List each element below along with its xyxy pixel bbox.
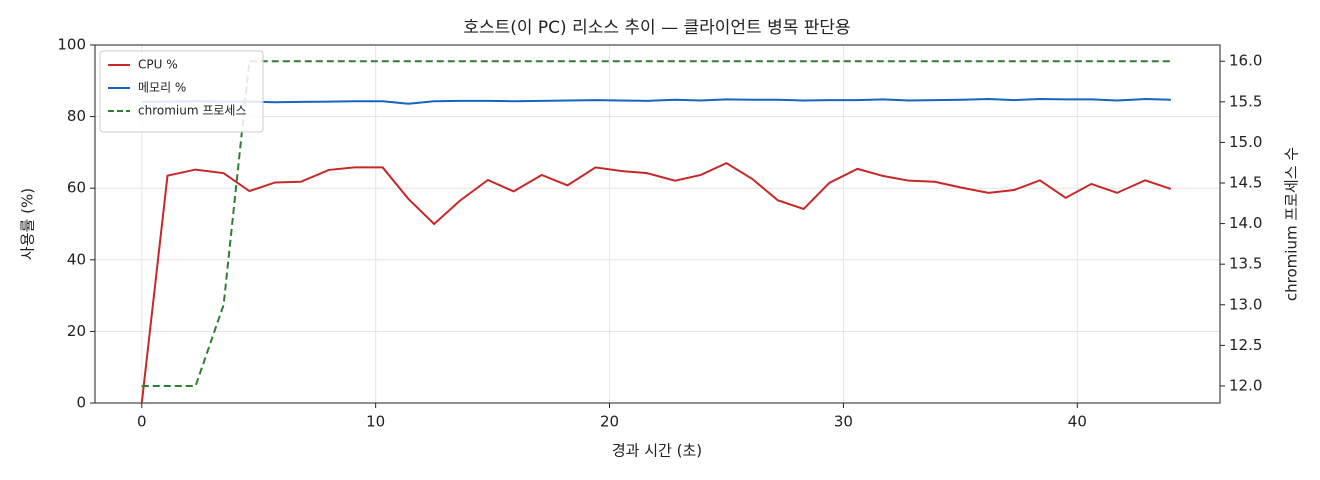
y2-tick-label: 13.0 — [1229, 295, 1262, 313]
y-tick-label: 20 — [67, 322, 86, 340]
x-tick-label: 10 — [366, 413, 385, 431]
y2-tick-label: 15.0 — [1229, 133, 1262, 151]
plot-frame — [94, 44, 1221, 404]
y-tick-label: 60 — [67, 179, 86, 197]
x-axis-label: 경과 시간 (초) — [612, 442, 702, 460]
y2-tick-label: 14.0 — [1229, 214, 1262, 232]
x-tick-label: 0 — [137, 413, 147, 431]
y-tick-label: 80 — [67, 107, 86, 125]
y2-tick-label: 16.0 — [1229, 52, 1262, 70]
y2-tick-label: 13.5 — [1229, 255, 1262, 273]
y2-tick-label: 12.5 — [1229, 336, 1262, 354]
y-tick-label: 40 — [67, 250, 86, 268]
x-tick-label: 40 — [1068, 413, 1087, 431]
y-tick-label: 100 — [57, 36, 86, 54]
legend-label: chromium 프로세스 — [138, 104, 247, 118]
y2-axis-label: chromium 프로세스 수 — [1283, 147, 1301, 301]
y-axis-label: 사용률 (%) — [19, 188, 37, 260]
y2-tick-label: 15.5 — [1229, 92, 1262, 110]
y2-tick-label: 12.0 — [1229, 376, 1262, 394]
legend: CPU % 메모리 % chromium 프로세스 — [99, 50, 264, 133]
series-line — [140, 162, 1172, 404]
series-line — [141, 60, 1171, 387]
legend-box — [99, 50, 264, 133]
y-tick-label: 0 — [76, 394, 86, 412]
y2-tick-label: 14.5 — [1229, 174, 1262, 192]
x-tick-label: 30 — [834, 413, 853, 431]
chart-title: 호스트(이 PC) 리소스 추이 — 클라이언트 병목 판단용 — [463, 18, 850, 38]
legend-label: CPU % — [138, 58, 178, 72]
series-line — [141, 98, 1171, 105]
legend-label: 메모리 % — [138, 81, 186, 95]
x-tick-label: 20 — [600, 413, 619, 431]
